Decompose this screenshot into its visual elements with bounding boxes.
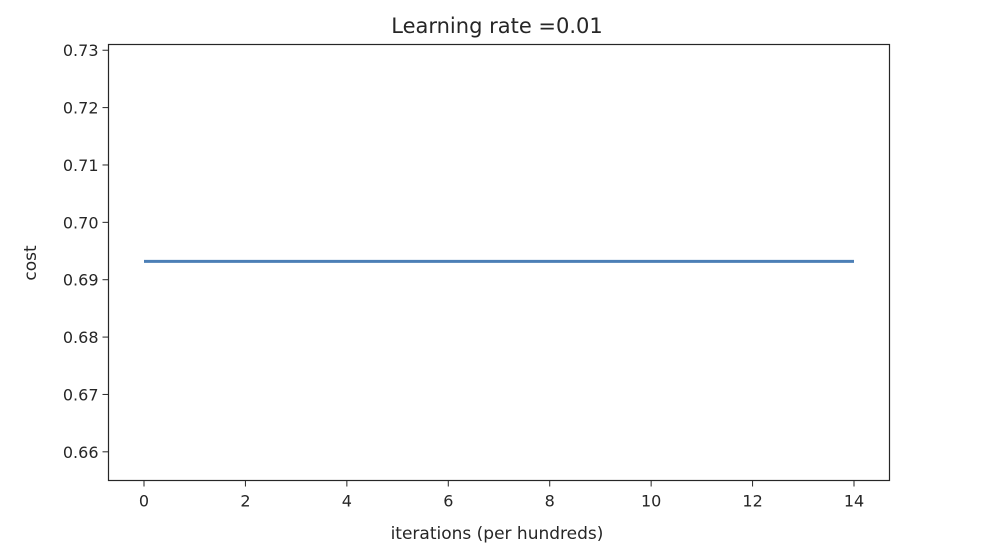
x-tick-label: 8 (545, 492, 555, 511)
x-tick-label: 12 (742, 492, 762, 511)
x-tick-label: 0 (139, 492, 149, 511)
x-tick-label: 10 (641, 492, 661, 511)
y-tick-label: 0.71 (63, 156, 99, 175)
x-tick-label: 2 (240, 492, 250, 511)
y-tick-label: 0.68 (63, 328, 99, 347)
y-tick-label: 0.70 (63, 213, 99, 232)
y-tick-label: 0.67 (63, 385, 99, 404)
y-tick-label: 0.66 (63, 443, 99, 462)
y-tick-label: 0.69 (63, 271, 99, 290)
x-tick-label: 6 (443, 492, 453, 511)
x-tick-label: 14 (844, 492, 864, 511)
y-axis-title: cost (21, 245, 41, 281)
x-tick-label: 4 (342, 492, 352, 511)
chart-title: Learning rate =0.01 (391, 14, 603, 38)
y-tick-label: 0.73 (63, 41, 99, 60)
y-tick-label: 0.72 (63, 99, 99, 118)
x-axis-title: iterations (per hundreds) (391, 524, 604, 544)
plot-frame (107, 43, 891, 482)
